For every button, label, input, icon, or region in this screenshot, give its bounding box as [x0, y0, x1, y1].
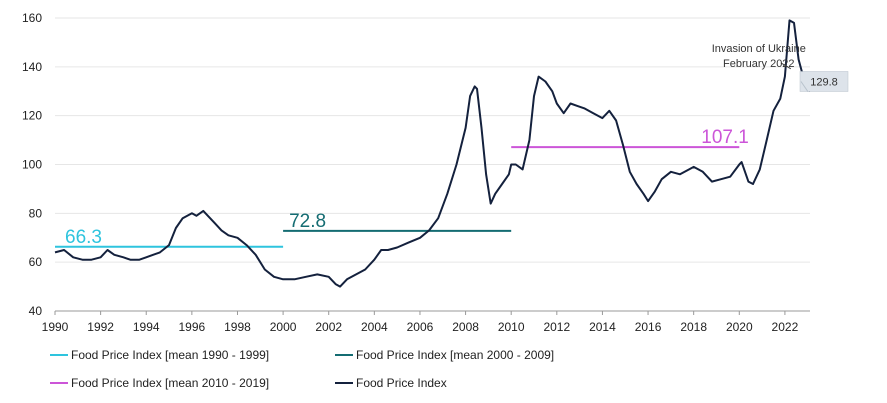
legend-label: Food Price Index [mean 1990 - 1999]: [71, 348, 270, 362]
legend-swatch: [335, 354, 353, 356]
x-tick-label: 2004: [361, 320, 388, 334]
y-tick-label: 100: [22, 158, 42, 172]
x-tick-label: 1996: [179, 320, 206, 334]
latest-value-callout: [799, 71, 849, 92]
legend-item-mean-2010s: Food Price Index [mean 2010 - 2019]: [50, 376, 269, 390]
x-tick-label: 2008: [452, 320, 479, 334]
x-tick-label: 2016: [635, 320, 662, 334]
legend-item-food-price-index: Food Price Index: [335, 376, 447, 390]
y-tick-label: 140: [22, 60, 42, 74]
legend-swatch: [50, 354, 68, 356]
x-tick-label: 1998: [224, 320, 251, 334]
y-tick-label: 80: [29, 206, 43, 220]
legend-label: Food Price Index: [356, 376, 447, 390]
legend-item-mean-2000s: Food Price Index [mean 2000 - 2009]: [335, 348, 554, 362]
y-tick-label: 40: [29, 304, 43, 318]
food-price-chart: 40 60 80 100 120 140 160 1990 1992 1994 1996 1998 20…: [22, 11, 849, 334]
legend-label: Food Price Index [mean 2000 - 2009]: [356, 348, 555, 362]
annotation-ukraine-text: Invasion of Ukraine: [712, 43, 806, 55]
x-tick-label: 2002: [315, 320, 342, 334]
annotation-ukraine-text: February 2022: [723, 58, 795, 70]
x-tick-label: 1992: [87, 320, 114, 334]
y-tick-label: 160: [22, 11, 42, 25]
x-tick-label: 2012: [543, 320, 570, 334]
legend-label: Food Price Index [mean 2010 - 2019]: [71, 376, 270, 390]
legend-swatch: [50, 382, 68, 384]
x-tick-label: 2020: [726, 320, 753, 334]
x-tick-label: 1994: [133, 320, 160, 334]
latest-value-pointer: [800, 81, 809, 93]
y-tick-label: 120: [22, 109, 42, 123]
mean-value-label: 72.8: [289, 211, 326, 232]
x-tick-label: 2010: [498, 320, 525, 334]
x-tick-label: 2018: [680, 320, 707, 334]
mean-value-label: 66.3: [65, 227, 102, 248]
mean-value-label: 107.1: [701, 127, 749, 148]
legend-swatch: [335, 382, 353, 384]
x-tick-label: 2014: [589, 320, 616, 334]
food-price-index-line: [54, 19, 811, 288]
y-tick-label: 60: [29, 255, 43, 269]
latest-value-label: 129.8: [810, 76, 838, 88]
x-tick-label: 2006: [407, 320, 434, 334]
legend: Food Price Index [mean 1990 - 1999] Food…: [40, 343, 640, 393]
x-tick-label: 1990: [42, 320, 69, 334]
legend-item-mean-1990s: Food Price Index [mean 1990 - 1999]: [50, 348, 269, 362]
x-tick-label: 2022: [772, 320, 799, 334]
x-tick-label: 2000: [270, 320, 297, 334]
annotation-pointer: [780, 62, 792, 70]
